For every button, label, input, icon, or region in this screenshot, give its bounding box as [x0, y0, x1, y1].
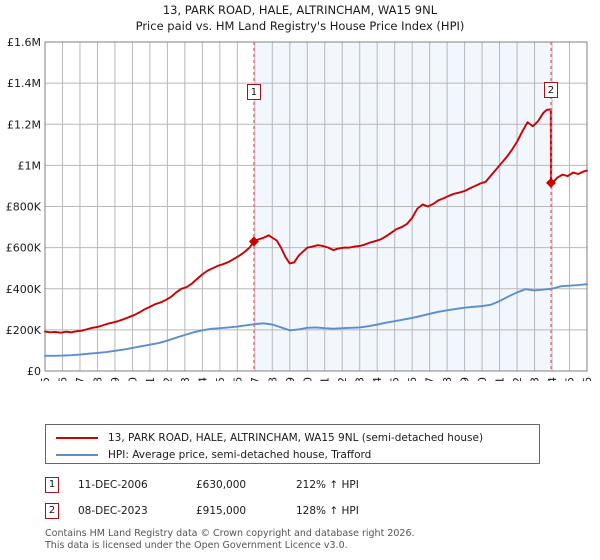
svg-text:2014: 2014 — [371, 377, 384, 381]
transactions-table: 1 11-DEC-2006 £630,000 212% ↑ HPI 2 08-D… — [45, 472, 565, 524]
footer-line-1: Contains HM Land Registry data © Crown c… — [45, 528, 415, 539]
transaction-marker-1[interactable]: 1 — [45, 477, 59, 493]
transaction-hpi-1: 212% ↑ HPI — [296, 479, 359, 491]
chart-svg: £0 £200K £400K £600K £800K £1M £1.2M £1.4M £1.6M… — [6, 36, 594, 381]
svg-text:£400K: £400K — [6, 283, 42, 296]
title-line-2: Price paid vs. HM Land Registry's House … — [135, 19, 465, 33]
transaction-price-1: £630,000 — [196, 479, 247, 491]
svg-text:2017: 2017 — [424, 377, 437, 381]
svg-text:£800K: £800K — [6, 201, 42, 214]
svg-text:2025: 2025 — [564, 377, 577, 381]
svg-text:2006: 2006 — [231, 377, 244, 381]
svg-text:2018: 2018 — [441, 377, 454, 381]
svg-text:2000: 2000 — [126, 377, 139, 381]
svg-text:2003: 2003 — [179, 377, 192, 381]
svg-text:2020: 2020 — [476, 377, 489, 381]
chart-legend: 13, PARK ROAD, HALE, ALTRINCHAM, WA15 9N… — [45, 424, 540, 464]
price-history-chart: £0 £200K £400K £600K £800K £1M £1.2M £1.4M £1.6M… — [0, 36, 600, 381]
svg-text:2012: 2012 — [336, 377, 349, 381]
svg-text:2007: 2007 — [249, 377, 262, 381]
svg-text:£600K: £600K — [6, 242, 42, 255]
svg-text:2010: 2010 — [301, 377, 314, 381]
transaction-date-1: 11-DEC-2006 — [78, 479, 148, 491]
svg-text:2001: 2001 — [144, 377, 157, 381]
svg-text:2021: 2021 — [494, 377, 507, 381]
attribution-footer: Contains HM Land Registry data © Crown c… — [45, 528, 585, 551]
legend-label-hpi: HPI: Average price, semi-detached house,… — [108, 448, 372, 461]
transaction-date-2: 08-DEC-2023 — [78, 505, 148, 517]
transaction-hpi-2: 128% ↑ HPI — [296, 505, 359, 517]
svg-text:2019: 2019 — [459, 377, 472, 381]
svg-text:2013: 2013 — [354, 377, 367, 381]
chart-marker-2-box[interactable]: 2 — [543, 82, 558, 98]
svg-text:1997: 1997 — [74, 377, 87, 381]
svg-text:1996: 1996 — [56, 377, 69, 381]
table-row[interactable]: 1 11-DEC-2006 £630,000 212% ↑ HPI — [45, 472, 565, 498]
legend-item-hpi: HPI: Average price, semi-detached house,… — [46, 446, 539, 463]
legend-swatch-hpi — [56, 453, 98, 456]
svg-text:£1M: £1M — [18, 159, 42, 172]
svg-text:£0: £0 — [27, 365, 41, 378]
svg-text:£1.6M: £1.6M — [7, 36, 41, 49]
svg-text:1998: 1998 — [91, 377, 104, 381]
svg-text:2026: 2026 — [581, 377, 594, 381]
svg-text:2011: 2011 — [319, 377, 332, 381]
svg-text:£1.2M: £1.2M — [7, 118, 41, 131]
transaction-price-2: £915,000 — [196, 505, 247, 517]
title-line-1: 13, PARK ROAD, HALE, ALTRINCHAM, WA15 9N… — [162, 3, 438, 17]
svg-text:2015: 2015 — [389, 377, 402, 381]
page-title: 13, PARK ROAD, HALE, ALTRINCHAM, WA15 9N… — [0, 2, 600, 34]
svg-text:2016: 2016 — [406, 377, 419, 381]
svg-text:2024: 2024 — [546, 377, 559, 381]
svg-text:2004: 2004 — [196, 377, 209, 381]
svg-text:2002: 2002 — [161, 377, 174, 381]
footer-line-2: This data is licensed under the Open Gov… — [45, 539, 348, 551]
chart-marker-1-box[interactable]: 1 — [246, 84, 261, 100]
svg-text:1995: 1995 — [39, 377, 52, 381]
svg-text:1999: 1999 — [109, 377, 122, 381]
svg-text:£1.4M: £1.4M — [7, 77, 41, 90]
svg-text:2022: 2022 — [511, 377, 524, 381]
svg-text:2023: 2023 — [529, 377, 542, 381]
svg-text:2008: 2008 — [266, 377, 279, 381]
legend-label-property: 13, PARK ROAD, HALE, ALTRINCHAM, WA15 9N… — [108, 431, 484, 444]
svg-text:2009: 2009 — [284, 377, 297, 381]
transaction-marker-2[interactable]: 2 — [45, 503, 59, 519]
table-row[interactable]: 2 08-DEC-2023 £915,000 128% ↑ HPI — [45, 498, 565, 524]
legend-item-property: 13, PARK ROAD, HALE, ALTRINCHAM, WA15 9N… — [46, 429, 539, 446]
svg-text:2005: 2005 — [214, 377, 227, 381]
legend-swatch-property — [56, 436, 98, 439]
svg-text:£200K: £200K — [6, 324, 42, 337]
